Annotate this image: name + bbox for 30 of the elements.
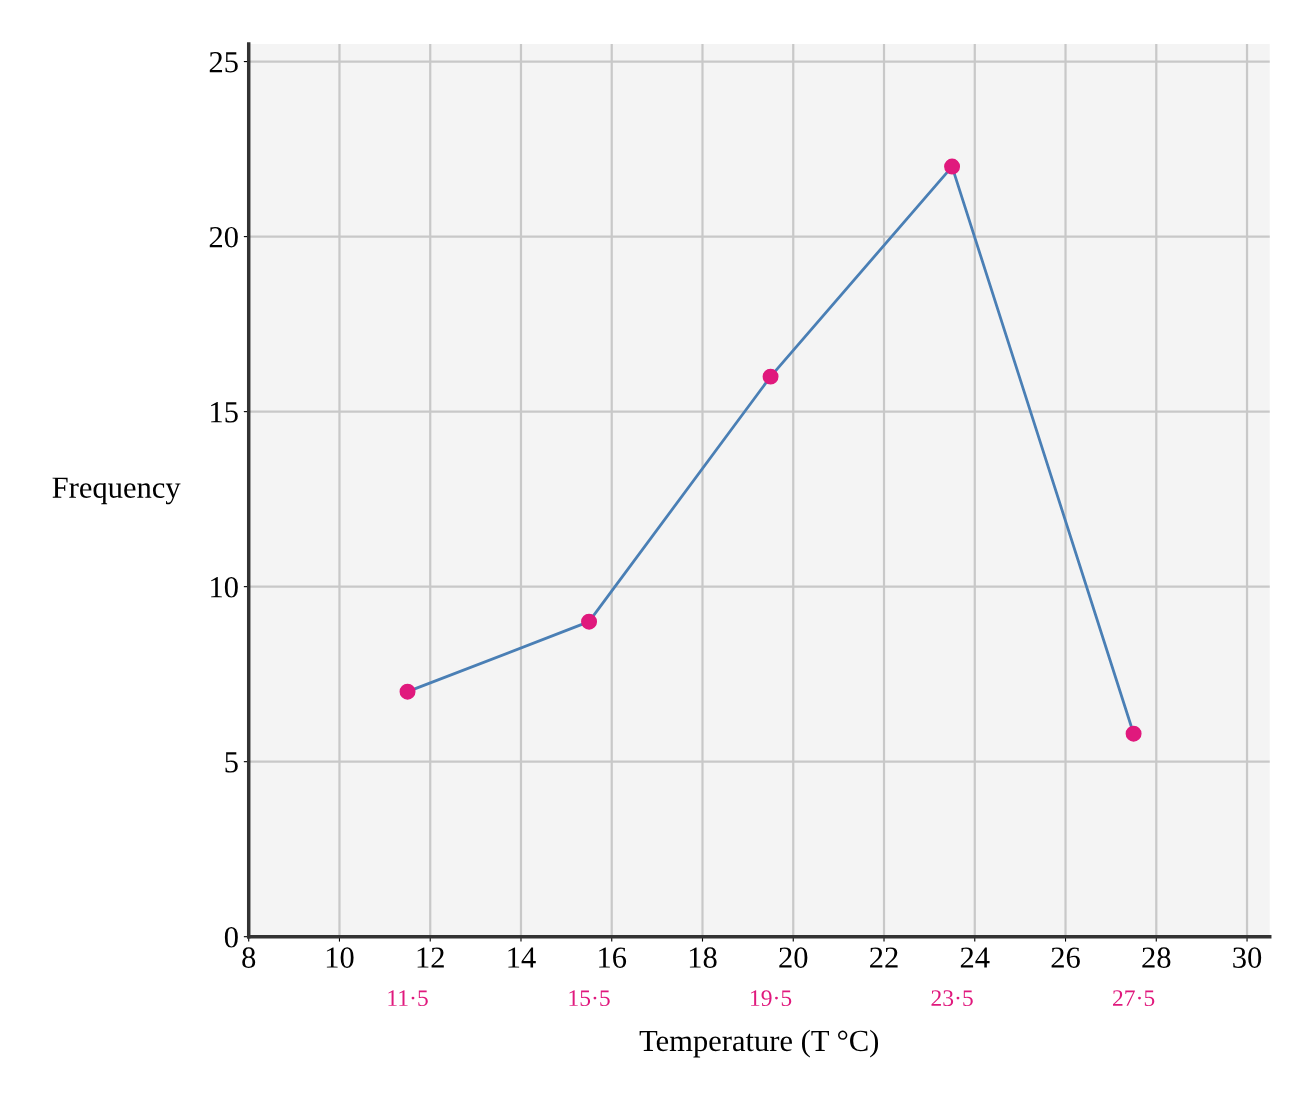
text: 27·5	[1112, 990, 1155, 1007]
y-tick-label: 0	[224, 926, 238, 948]
x-tick-label: 26	[1051, 947, 1080, 968]
x-tick-label: 22	[870, 947, 898, 968]
x-tick-label: 20	[779, 947, 808, 968]
point	[1125, 725, 1142, 742]
y-tick-label: 25	[209, 51, 238, 73]
x-axis-title: Temperature (T °C)	[639, 1029, 879, 1058]
x-tick-label: 30	[1233, 947, 1262, 968]
x-tick-label: 18	[689, 947, 717, 968]
x-tick-label: 24	[960, 947, 990, 968]
text: 11·5	[388, 990, 428, 1007]
text: 23·5	[931, 990, 973, 1007]
x-tick-label: 16	[599, 947, 627, 968]
y-axis-title: Frequency	[52, 477, 181, 505]
y-tick-label: 10	[211, 576, 238, 598]
x-tick-label: 28	[1142, 947, 1171, 968]
x-tick-label: 10	[326, 947, 354, 968]
point	[581, 613, 598, 630]
y-tick-label: 15	[211, 402, 238, 423]
text: 19·5	[751, 990, 792, 1007]
point	[762, 368, 779, 385]
text: 15·5	[569, 990, 610, 1007]
x-tick-label: 14	[508, 947, 536, 968]
point	[944, 158, 961, 175]
x-tick-label: 8	[242, 947, 256, 968]
point	[399, 683, 416, 700]
y-tick-label: 20	[209, 226, 238, 248]
x-tick-label: 12	[417, 947, 444, 968]
y-tick-label: 5	[225, 752, 238, 773]
